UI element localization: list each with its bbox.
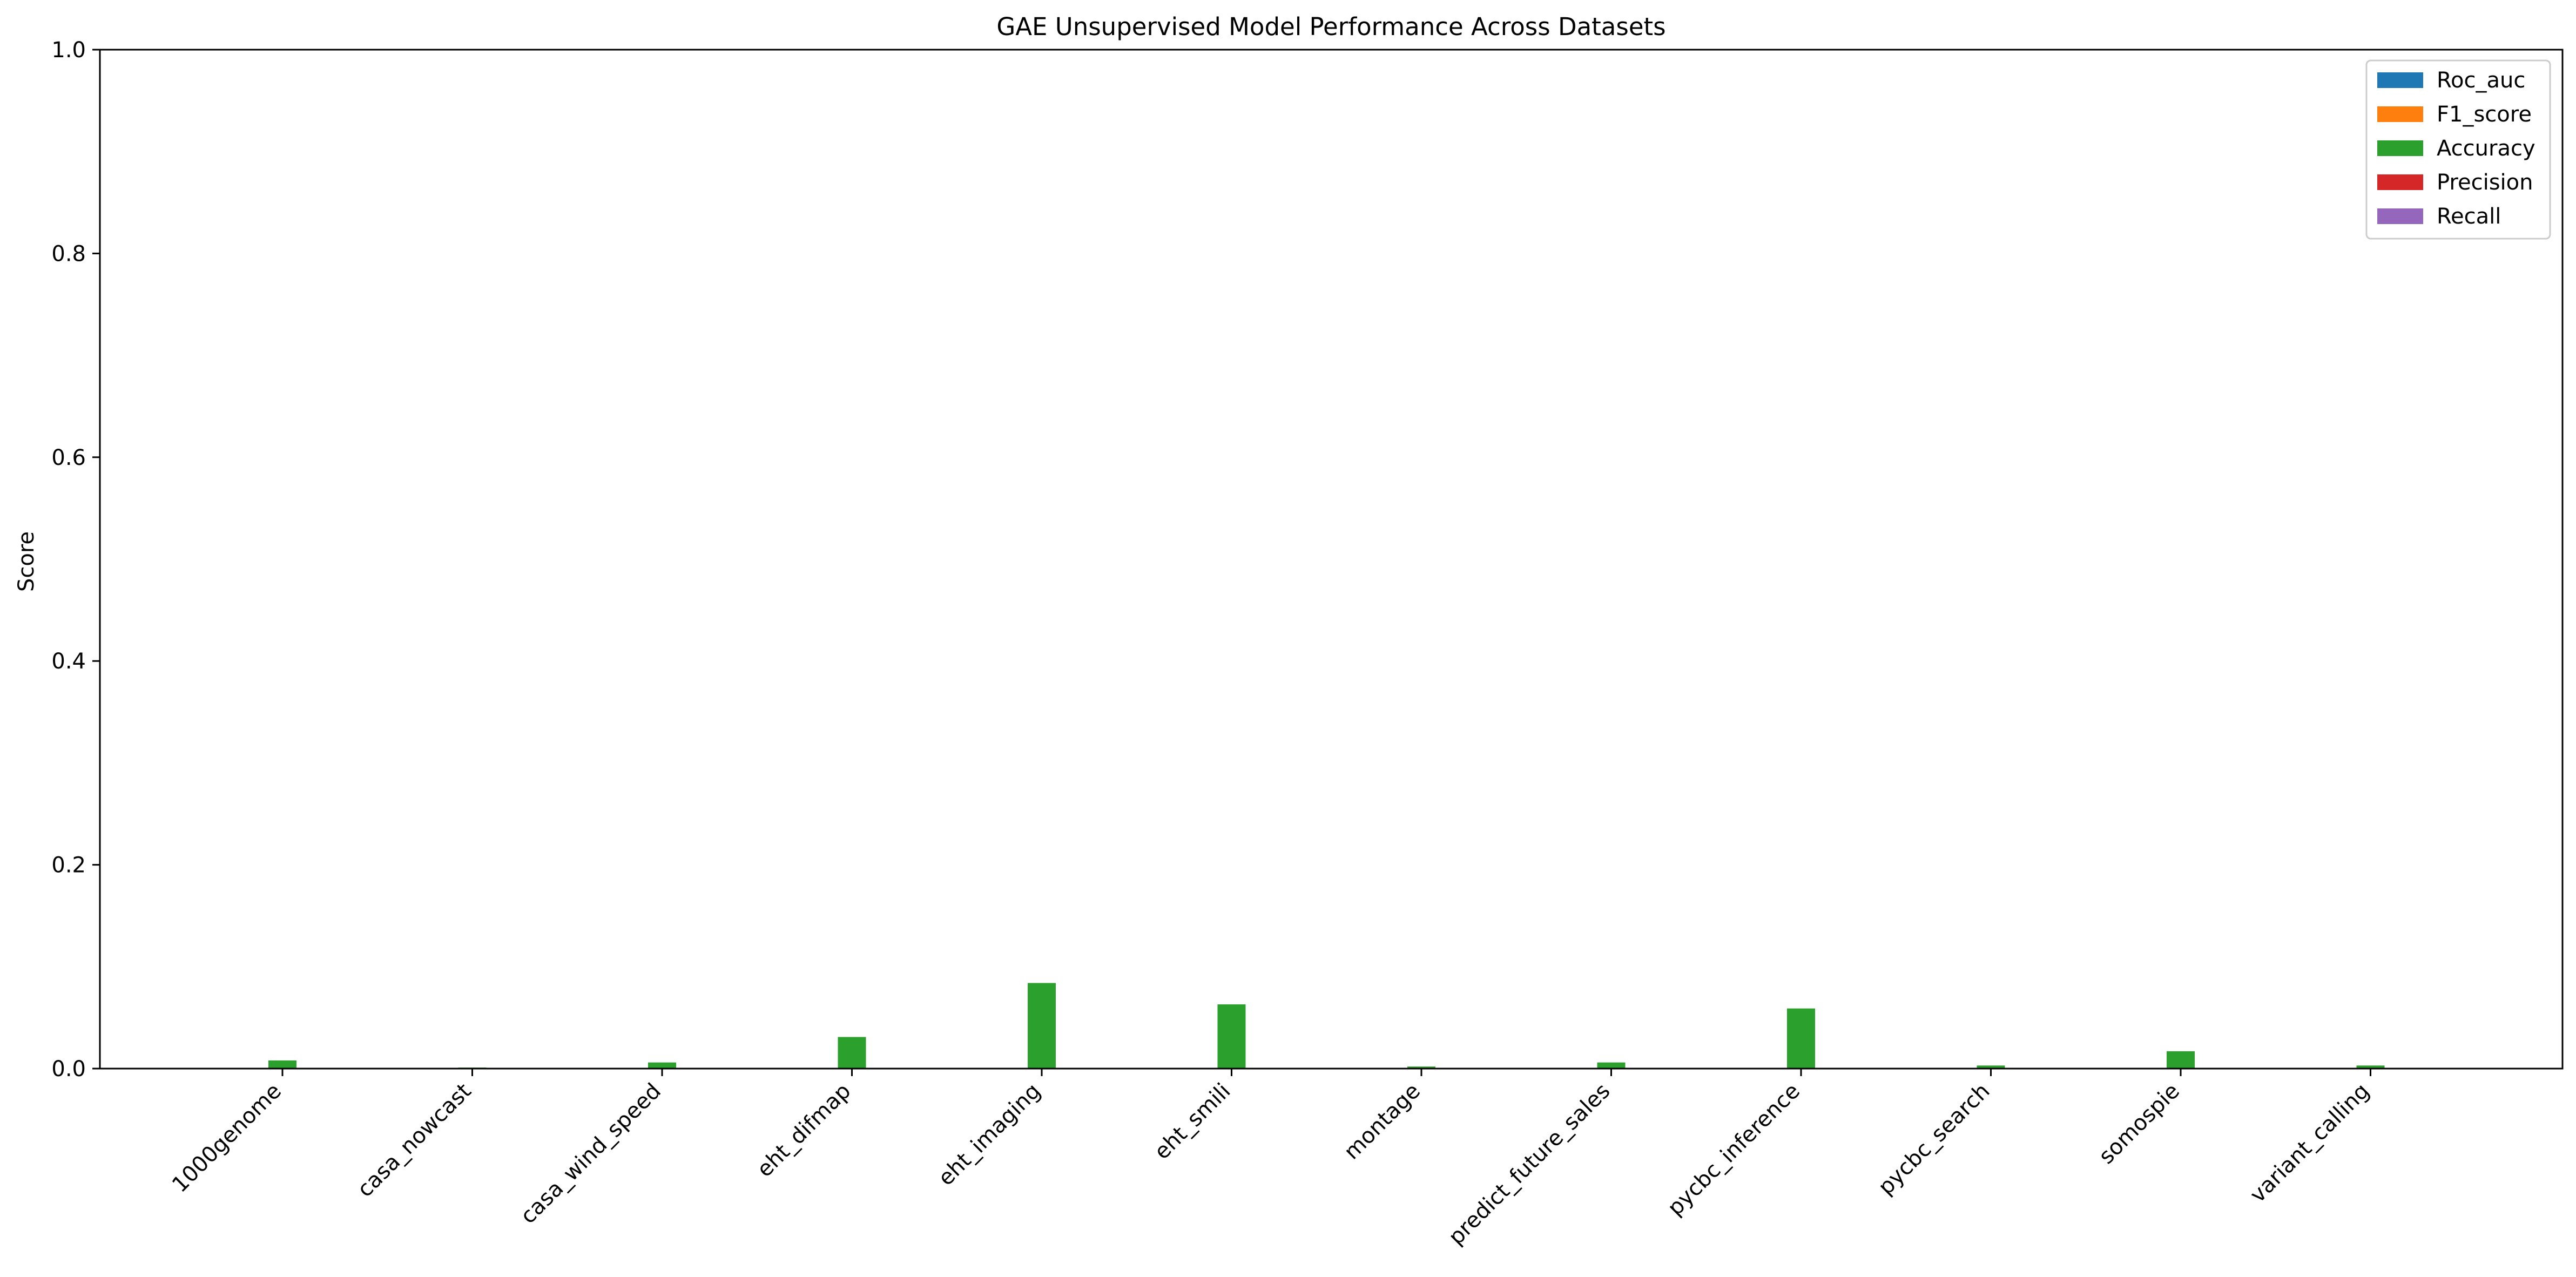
x-tick-label-pycbc_search: pycbc_search [1873, 1079, 1994, 1200]
chart-title: GAE Unsupervised Model Performance Acros… [996, 12, 1665, 41]
bar-accuracy-pycbc_inference [1787, 1008, 1815, 1069]
legend-label-f1_score: F1_score [2437, 102, 2532, 127]
bar-accuracy-1000genome [268, 1060, 296, 1069]
x-tick-label-1000genome: 1000genome [167, 1079, 286, 1198]
bar-accuracy-pycbc_search [1977, 1065, 2005, 1069]
bar-accuracy-montage [1407, 1066, 1435, 1069]
y-tick-label: 0.0 [51, 1057, 86, 1082]
y-tick-label: 0.2 [51, 853, 86, 878]
legend-label-recall: Recall [2437, 204, 2501, 229]
x-tick-label-predict_future_sales: predict_future_sales [1444, 1079, 1615, 1250]
y-tick-label: 0.8 [51, 241, 86, 266]
y-tick-label: 0.6 [51, 445, 86, 470]
x-tick-label-eht_imaging: eht_imaging [934, 1079, 1046, 1191]
x-tick-label-pycbc_inference: pycbc_inference [1663, 1079, 1805, 1221]
y-axis-label: Score [14, 531, 39, 592]
legend-swatch-roc_auc [2377, 72, 2423, 88]
x-tick-label-eht_difmap: eht_difmap [752, 1079, 856, 1183]
x-axis-ticks: 1000genome casa_nowcast casa_wind_speed eht… [167, 1069, 2375, 1250]
bar-accuracy-variant_calling [2356, 1065, 2385, 1069]
bar-accuracy-eht_imaging [1028, 983, 1056, 1069]
x-tick-label-eht_smili: eht_smili [1150, 1079, 1236, 1165]
bars-group [268, 983, 2385, 1069]
x-tick-label-casa_nowcast: casa_nowcast [353, 1079, 476, 1202]
legend-swatch-recall [2377, 208, 2423, 224]
bar-accuracy-predict_future_sales [1597, 1062, 1626, 1069]
legend: Roc_auc F1_score Accuracy Precision Recall [2365, 59, 2551, 240]
bar-accuracy-somospie [2167, 1051, 2195, 1069]
legend-box [2365, 59, 2551, 240]
x-tick-label-montage: montage [1339, 1079, 1425, 1165]
x-tick-label-somospie: somospie [2094, 1079, 2184, 1169]
x-tick-label-casa_wind_speed: casa_wind_speed [516, 1079, 666, 1229]
bar-accuracy-eht_smili [1217, 1004, 1246, 1069]
x-tick-label-variant_calling: variant_calling [2245, 1079, 2375, 1208]
legend-swatch-precision [2377, 174, 2423, 190]
bar-accuracy-eht_difmap [838, 1037, 866, 1069]
bar-accuracy-casa_wind_speed [648, 1062, 676, 1069]
legend-label-roc_auc: Roc_auc [2437, 68, 2525, 93]
y-axis-ticks: 0.0 0.2 0.4 0.6 0.8 1.0 [51, 38, 100, 1082]
legend-swatch-accuracy [2377, 140, 2423, 156]
plot-area-frame [99, 49, 2564, 1070]
legend-label-precision: Precision [2437, 170, 2533, 195]
y-tick-label: 1.0 [51, 38, 86, 63]
legend-label-accuracy: Accuracy [2437, 136, 2535, 161]
legend-swatch-f1_score [2377, 106, 2423, 122]
y-tick-label: 0.4 [51, 649, 86, 674]
